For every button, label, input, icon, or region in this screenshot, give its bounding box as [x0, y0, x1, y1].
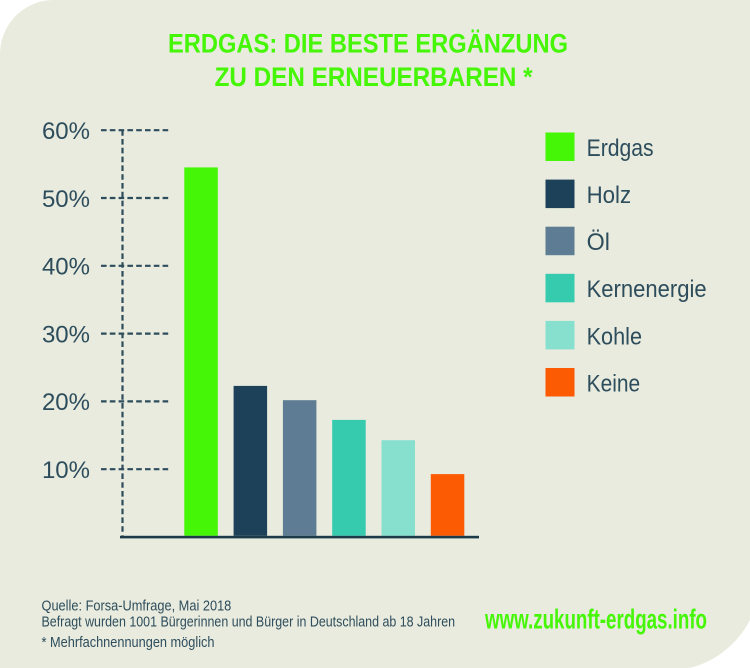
svg-text:ZU DEN ERNEUERBAREN *: ZU DEN ERNEUERBAREN * — [215, 62, 533, 92]
svg-text:Quelle: Forsa-Umfrage, Mai 201: Quelle: Forsa-Umfrage, Mai 2018 — [42, 598, 232, 614]
svg-text:ERDGAS: DIE BESTE ERGÄNZUNG: ERDGAS: DIE BESTE ERGÄNZUNG — [168, 29, 568, 59]
svg-text:20%: 20% — [42, 389, 90, 416]
svg-text:* Mehrfachnennungen möglich: * Mehrfachnennungen möglich — [42, 635, 215, 651]
svg-text:www.zukunft-erdgas.info: www.zukunft-erdgas.info — [484, 603, 707, 634]
svg-text:Befragt wurden 1001 Bürgerinne: Befragt wurden 1001 Bürgerinnen und Bürg… — [42, 615, 456, 631]
svg-text:Kohle: Kohle — [587, 323, 642, 350]
svg-text:Öl: Öl — [587, 229, 610, 256]
svg-text:50%: 50% — [42, 186, 90, 213]
svg-text:40%: 40% — [42, 254, 90, 281]
svg-text:60%: 60% — [42, 118, 90, 145]
svg-text:30%: 30% — [42, 321, 90, 348]
svg-text:Holz: Holz — [587, 182, 632, 209]
svg-text:Keine: Keine — [587, 370, 641, 397]
svg-text:10%: 10% — [42, 457, 90, 484]
svg-text:Kernenergie: Kernenergie — [587, 276, 707, 303]
svg-text:Erdgas: Erdgas — [587, 135, 654, 162]
